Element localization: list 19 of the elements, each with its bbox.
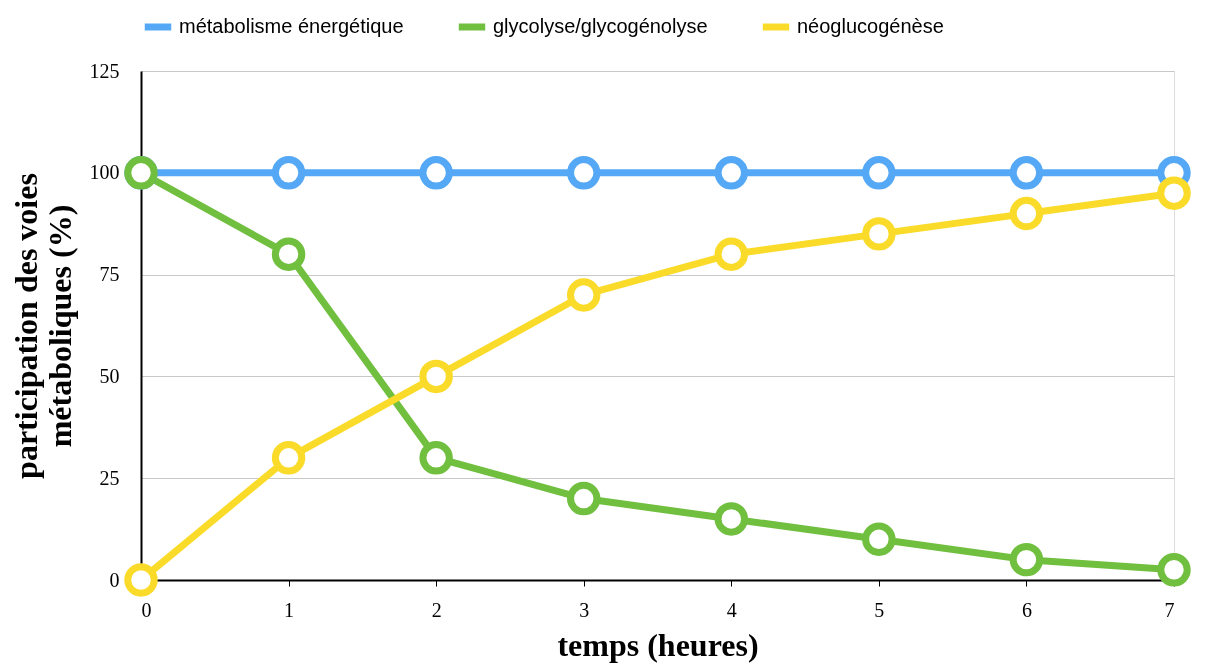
x-tick-label: 0	[141, 598, 152, 621]
y-tick-label: 75	[99, 263, 120, 286]
y-tick-label: 50	[99, 364, 120, 387]
legend-label: métabolisme énergétique	[179, 15, 404, 37]
y-tick-label: 0	[109, 568, 120, 591]
x-tick-label: 4	[726, 598, 737, 621]
y-tick-label: 25	[99, 466, 120, 489]
x-tick-label: 1	[284, 598, 295, 621]
y-axis-title: participation des voies métaboliques (%)	[7, 173, 78, 479]
y-tick-label: 125	[89, 59, 120, 82]
legend-label: glycolyse/glycogénolyse	[493, 15, 708, 37]
legend-label: néoglucogénèse	[797, 15, 944, 37]
x-tick-label: 7	[1164, 598, 1175, 621]
x-tick-label: 6	[1021, 598, 1032, 621]
y-tick-label: 100	[89, 161, 120, 184]
x-tick-label: 5	[874, 598, 885, 621]
x-axis-title: temps (heures)	[557, 626, 759, 663]
x-tick-label: 2	[431, 598, 442, 621]
x-tick-label: 3	[579, 598, 590, 621]
